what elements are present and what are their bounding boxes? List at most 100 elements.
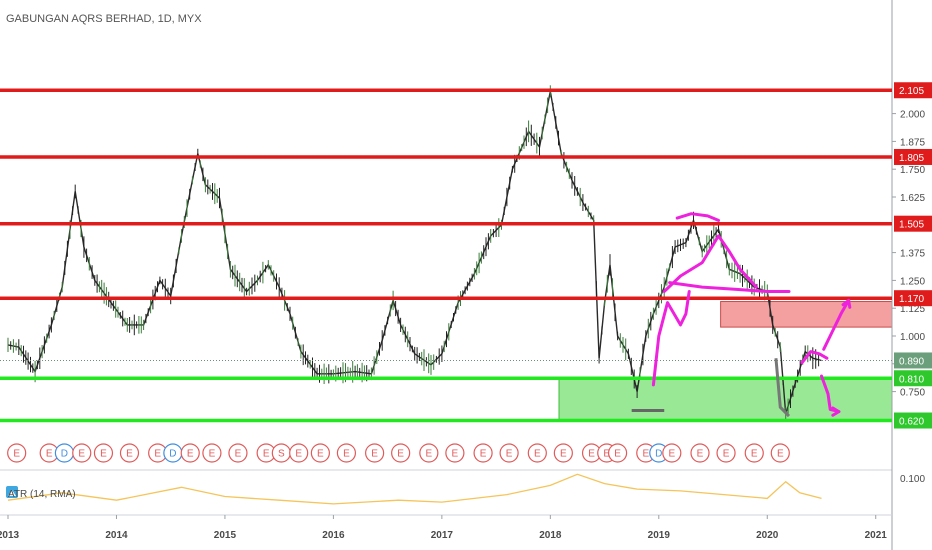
event-marker-label: D: [61, 449, 68, 460]
event-marker-label: S: [278, 449, 285, 460]
support-badge-label: 0.810: [899, 374, 924, 385]
event-marker-label: E: [452, 449, 459, 460]
event-marker-label: E: [78, 449, 85, 460]
event-marker-label: E: [13, 449, 20, 460]
annotation-stroke: [822, 298, 851, 351]
event-marker-label: E: [642, 449, 649, 460]
event-marker: [202, 443, 222, 463]
x-tick-label: 2013: [0, 530, 20, 541]
event-marker: [419, 443, 439, 463]
event-marker-label: E: [209, 449, 216, 460]
levels-layer: [0, 88, 892, 423]
last-price-badge-label: 0.890: [899, 356, 924, 367]
event-marker: [119, 443, 140, 463]
y-tick-label: 2.000: [900, 110, 925, 121]
indicator-label: ATR (14, RMA): [8, 489, 76, 500]
event-marker: [180, 443, 200, 463]
support-badge: [894, 412, 932, 429]
annotation-stroke: [651, 290, 691, 387]
atr-tick-label: 0.100: [900, 474, 925, 485]
annotation-stroke: [668, 281, 791, 293]
event-marker-label: E: [534, 449, 541, 460]
resistance-badge: [894, 290, 932, 307]
y-tick-label: 1.250: [900, 276, 925, 287]
event-marker-label: E: [506, 449, 513, 460]
event-marker: [289, 443, 309, 463]
annotations-layer: [631, 212, 852, 418]
x-axis: 2013 2014 2015 2016 2017 2018 2019 2020 2021: [0, 515, 887, 541]
event-marker: [744, 443, 764, 463]
x-tick-label: 2014: [105, 530, 128, 541]
event-marker: [391, 443, 411, 463]
y-tick-label: 1.375: [900, 249, 925, 260]
y-tick-label: 1.750: [900, 165, 925, 176]
y-tick-label: 1.125: [900, 304, 925, 315]
resistance-badge: [894, 82, 932, 99]
annotation-arrowhead: [831, 406, 841, 417]
x-tick-label: 2020: [756, 530, 779, 541]
support-badge: [894, 370, 932, 387]
event-marker: [310, 443, 330, 463]
event-marker-label: E: [317, 449, 324, 460]
event-marker: [607, 443, 628, 463]
y-tick-label: 1.000: [900, 332, 925, 343]
event-marker: [716, 443, 736, 463]
event-marker-label: E: [46, 449, 53, 460]
event-marker: [473, 443, 493, 463]
event-marker-label: E: [603, 449, 610, 460]
event-marker-label: E: [697, 449, 704, 460]
resistance-badge-label: 2.105: [899, 86, 924, 97]
y-axis: 0.1000.7500.8751.0001.1251.2501.3751.625…: [892, 82, 932, 485]
x-tick-label: 2018: [539, 530, 562, 541]
event-marker-label: E: [614, 449, 621, 460]
event-marker-label: E: [343, 449, 350, 460]
resistance-badge-label: 1.805: [899, 153, 924, 164]
event-marker: [662, 443, 682, 463]
atr-layer: [7, 473, 822, 505]
resistance-badge: [894, 148, 932, 165]
last-price-badge: [894, 352, 932, 369]
x-tick-label: 2015: [214, 530, 237, 541]
event-marker-label: E: [154, 449, 161, 460]
event-marker: [553, 443, 573, 463]
resistance-badge: [894, 215, 932, 232]
event-marker-label: E: [560, 449, 567, 460]
event-marker-label: E: [480, 449, 487, 460]
annotation-base-mark: [774, 358, 791, 418]
atr-line: [7, 473, 822, 505]
x-tick-label: 2017: [431, 530, 454, 541]
event-marker-label: E: [187, 449, 194, 460]
annotation-stroke: [675, 212, 720, 222]
event-marker: [336, 443, 357, 463]
annotation-arrowhead: [841, 298, 852, 309]
event-marker: [365, 443, 385, 463]
x-tick-label: 2021: [865, 530, 888, 541]
event-marker: [770, 443, 790, 463]
event-marker-label: E: [371, 449, 378, 460]
x-tick-label: 2016: [322, 530, 345, 541]
event-marker-label: E: [235, 449, 242, 460]
resistance-zone: [720, 301, 893, 328]
event-marker: [499, 443, 519, 463]
event-marker-label: E: [295, 449, 302, 460]
indicator-legend[interactable]: ATR (14, RMA): [6, 486, 76, 500]
event-marker: [93, 443, 114, 463]
event-marker-label: D: [655, 449, 662, 460]
event-marker-label: D: [169, 449, 176, 460]
resistance-badge-label: 1.170: [899, 294, 924, 305]
indicator-icon: [6, 486, 18, 498]
event-marker-label: E: [426, 449, 433, 460]
support-badge-label: 0.620: [899, 417, 924, 428]
event-marker-label: E: [777, 449, 784, 460]
annotation-stroke: [800, 350, 829, 365]
event-marker-label: E: [126, 449, 133, 460]
event-marker-label: E: [723, 449, 730, 460]
support-zone: [558, 377, 893, 422]
y-tick-label: 1.625: [900, 193, 925, 204]
event-marker: [7, 443, 27, 463]
chart-title: GABUNGAN AQRS BERHAD, 1D, MYX: [6, 13, 202, 25]
event-marker-label: E: [100, 449, 107, 460]
